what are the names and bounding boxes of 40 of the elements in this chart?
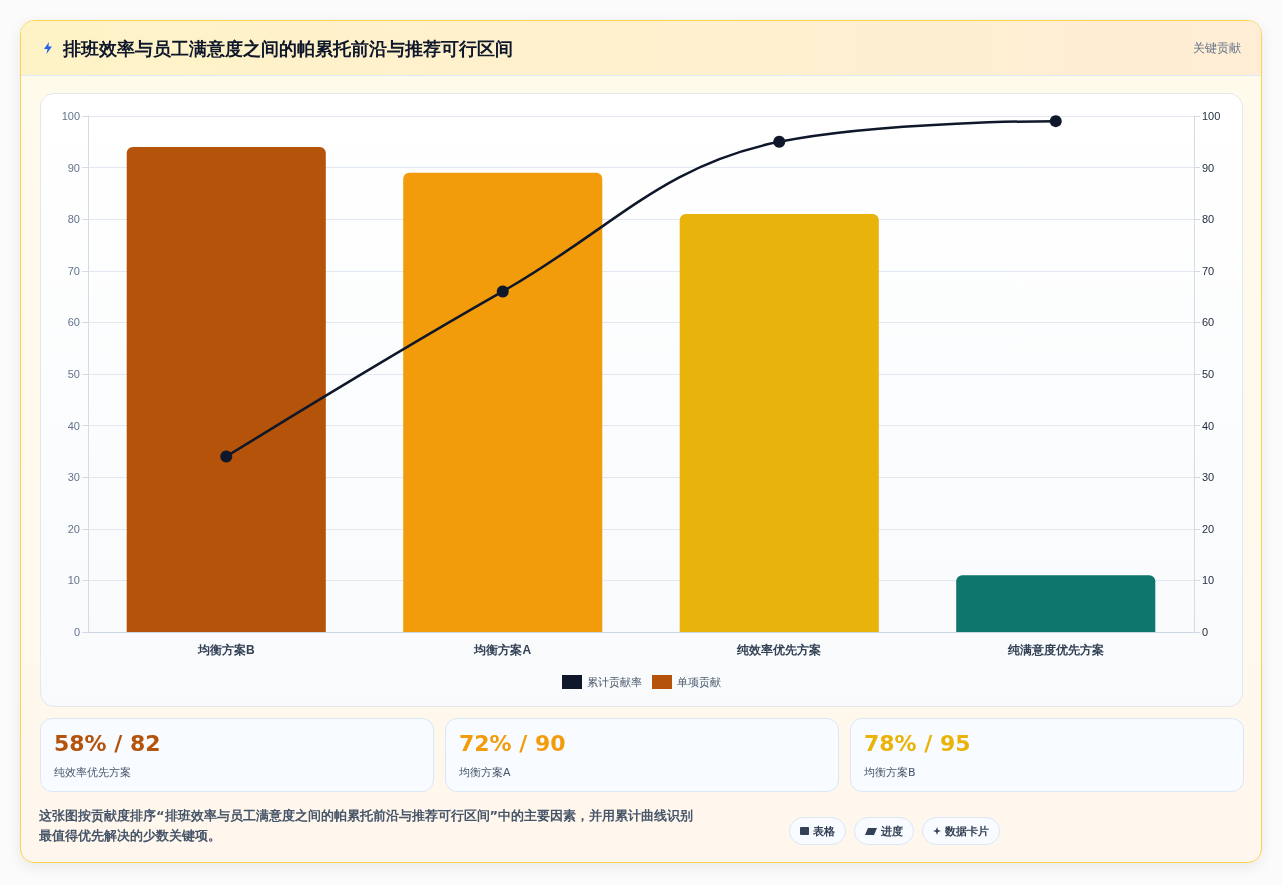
text: 均衡方案A (459, 765, 511, 780)
y-tick-label: 10 (67, 574, 80, 587)
text: 均衡方案B (864, 765, 916, 780)
y2-tick-label: 50 (1202, 368, 1215, 380)
x-tick-label: 均衡方案B (196, 643, 255, 657)
text: 纯效率优先方案 (54, 765, 131, 780)
y-tick-label: 60 (67, 316, 80, 329)
y2-tick-label: 20 (1202, 522, 1215, 535)
y-tick-label: 30 (67, 471, 80, 484)
y2-tick-label: 100 (1202, 110, 1221, 122)
y-tick-label: 20 (67, 522, 80, 535)
chart-subtitle: 关键贡献 (1193, 40, 1241, 57)
text: 72% / 90 (459, 731, 566, 756)
y-tick-label: 0 (73, 626, 80, 638)
legend-label: 单项贡献 (677, 676, 721, 689)
text: 进度 (881, 823, 903, 839)
y-tick-label: 80 (67, 213, 80, 226)
legend-label: 累计贡献率 (587, 676, 642, 689)
y2-tick-label: 60 (1202, 316, 1215, 329)
y2-tick-label: 40 (1202, 419, 1215, 432)
y2-tick-label: 90 (1202, 161, 1215, 174)
text: 78% / 95 (864, 731, 971, 756)
y2-tick-label: 80 (1202, 213, 1215, 226)
y-tick-label: 100 (61, 110, 80, 122)
x-tick-label: 均衡方案A (473, 643, 532, 657)
y2-tick-label: 0 (1202, 626, 1209, 638)
y-tick-label: 70 (67, 264, 80, 277)
text: 数据卡片 (945, 823, 989, 839)
y2-tick-label: 30 (1202, 471, 1215, 484)
y2-tick-label: 10 (1202, 574, 1215, 587)
y-tick-label: 50 (67, 368, 80, 380)
text: 这张图按贡献度排序“排班效率与员工满意度之间的帕累托前沿与推荐可行区间”中的主要因素，并用累计曲线识别最值得优先解决的少数关键项。 (39, 807, 695, 845)
text: 表格 (813, 823, 835, 839)
x-tick-label: 纯满意度优先方案 (1006, 643, 1104, 657)
text: 58% / 82 (54, 731, 161, 756)
y-tick-label: 90 (67, 161, 80, 174)
chart-title: 排班效率与员工满意度之间的帕累托前沿与推荐可行区间 (63, 37, 513, 61)
y2-tick-label: 70 (1202, 264, 1215, 277)
x-tick-label: 纯效率优先方案 (736, 643, 822, 657)
y-tick-label: 40 (67, 419, 80, 432)
